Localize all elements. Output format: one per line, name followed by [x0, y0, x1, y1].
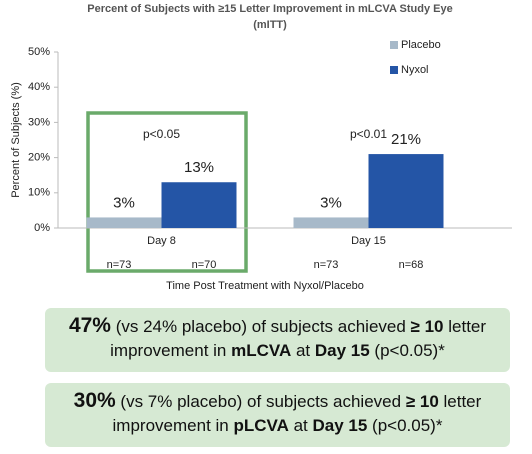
x-tick-label: Day 15 [351, 235, 386, 247]
callout-text: (p<0.05)* [369, 341, 445, 360]
chart: Percent of Subjects with ≥15 Letter Impr… [10, 3, 512, 292]
callout-text: (vs 24% placebo) of subjects achieved [110, 317, 411, 336]
callout-text: 47% [68, 314, 111, 337]
y-tick-label: 30% [28, 116, 50, 128]
y-tick-label: 0% [34, 222, 50, 234]
n-label: n=68 [399, 259, 424, 271]
bar [161, 182, 237, 228]
callout-text: letter improvement in [112, 392, 482, 435]
legend-label: Nyxol [401, 64, 429, 76]
callout-text: ≥ 10 [405, 392, 439, 411]
legend-label: Placebo [401, 39, 441, 51]
n-label: n=73 [107, 259, 132, 271]
callout-text: ≥ 10 [410, 317, 444, 336]
callout-text: at [288, 416, 313, 435]
callout-text: mLCVA [231, 341, 292, 360]
highlight-box [86, 111, 248, 273]
y-tick-label: 50% [28, 46, 50, 58]
callout-text: (p<0.05)* [367, 416, 443, 435]
value-label: 3% [113, 194, 135, 211]
value-label: 13% [184, 159, 214, 176]
callout: 30% (vs 7% placebo) of subjects achieved… [45, 383, 510, 447]
callout-text: 30% [73, 389, 116, 412]
chart-title: Percent of Subjects with ≥15 Letter Impr… [87, 3, 452, 15]
callout-text: Day 15 [314, 341, 370, 360]
x-tick-label: Day 8 [147, 235, 176, 247]
legend-swatch [390, 66, 398, 74]
y-tick-label: 20% [28, 152, 50, 164]
p-value: p<0.01 [350, 127, 387, 141]
callout-text: Day 15 [312, 416, 368, 435]
bar [86, 217, 162, 228]
callout-text: pLCVA [233, 416, 289, 435]
n-label: n=73 [314, 259, 339, 271]
callout-text: (vs 7% placebo) of subjects achieved [115, 392, 406, 411]
y-tick-label: 40% [28, 81, 50, 93]
chart-subtitle: (mITT) [253, 19, 287, 31]
p-value: p<0.05 [143, 127, 180, 141]
callout-text: at [291, 341, 315, 360]
callout-text: letter improvement in [110, 317, 487, 360]
value-label: 3% [320, 194, 342, 211]
y-axis-label: Percent of Subjects (%) [10, 82, 22, 198]
x-axis-label: Time Post Treatment with Nyxol/Placebo [166, 280, 364, 292]
bar [368, 154, 444, 228]
legend-swatch [390, 41, 398, 49]
callout: 47% (vs 24% placebo) of subjects achieve… [45, 308, 510, 372]
n-label: n=70 [192, 259, 217, 271]
value-label: 21% [391, 131, 421, 148]
bar [293, 217, 369, 228]
y-tick-label: 10% [28, 187, 50, 199]
